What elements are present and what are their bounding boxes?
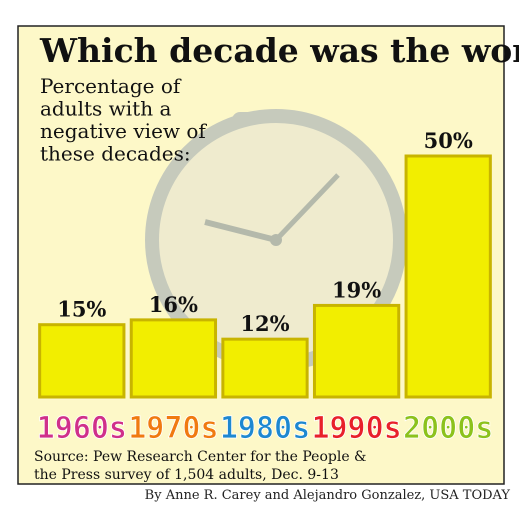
- value-label: 15%: [57, 297, 106, 322]
- bar: [223, 339, 307, 397]
- chart-title: Which decade was the worst?: [39, 31, 519, 70]
- bar: [314, 305, 398, 397]
- subtitle-line: adults with a: [40, 97, 171, 121]
- bar: [406, 156, 490, 397]
- category-label: 1980s: [220, 411, 310, 446]
- byline: By Anne R. Carey and Alejandro Gonzalez,…: [145, 488, 511, 503]
- category-label: 2000s: [403, 411, 493, 446]
- value-label: 16%: [149, 292, 198, 317]
- source-line: the Press survey of 1,504 adults, Dec. 9…: [34, 467, 339, 483]
- subtitle-line: Percentage of: [40, 74, 182, 98]
- bar: [40, 325, 124, 397]
- source-line: Source: Pew Research Center for the Peop…: [34, 449, 367, 465]
- chart: Which decade was the worst? Percentage o…: [0, 0, 519, 505]
- value-label: 12%: [240, 311, 289, 336]
- value-label: 19%: [332, 277, 381, 302]
- category-label: 1960s: [37, 411, 127, 446]
- category-label: 1970s: [128, 411, 218, 446]
- value-label: 50%: [424, 128, 473, 153]
- category-label: 1990s: [311, 411, 401, 446]
- subtitle-line: negative view of: [40, 119, 207, 143]
- bar: [131, 320, 215, 397]
- subtitle-line: these decades:: [40, 142, 191, 166]
